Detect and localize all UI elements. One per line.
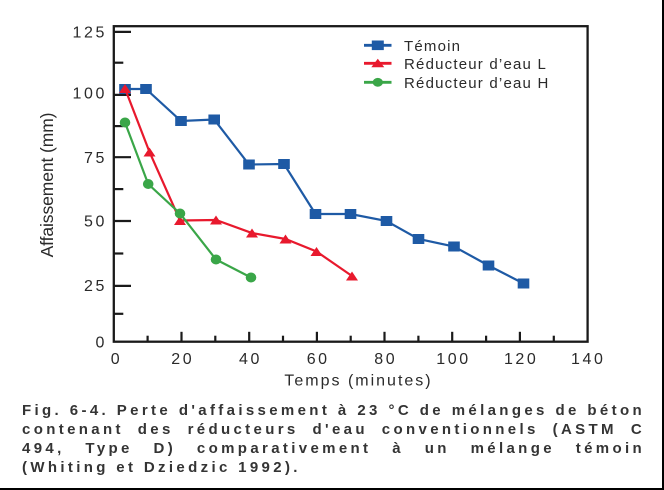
svg-text:Temps (minutes): Temps (minutes) [284,373,432,390]
svg-text:Réducteur d’eau H: Réducteur d’eau H [404,75,549,92]
svg-text:125: 125 [73,24,108,41]
svg-text:40: 40 [239,351,262,368]
svg-text:50: 50 [84,213,107,230]
svg-text:0: 0 [111,351,123,368]
svg-text:75: 75 [84,150,107,167]
svg-text:Témoin: Témoin [404,38,461,55]
svg-text:140: 140 [571,351,606,368]
svg-text:60: 60 [307,351,330,368]
svg-text:25: 25 [84,278,107,295]
svg-text:100: 100 [436,351,471,368]
svg-text:0: 0 [96,334,108,351]
svg-text:100: 100 [73,85,108,102]
svg-text:Réducteur d’eau L: Réducteur d’eau L [404,56,547,73]
svg-text:120: 120 [504,351,539,368]
svg-text:80: 80 [374,351,397,368]
svg-text:Affaissement (mm): Affaissement (mm) [37,113,57,258]
svg-text:20: 20 [171,351,194,368]
